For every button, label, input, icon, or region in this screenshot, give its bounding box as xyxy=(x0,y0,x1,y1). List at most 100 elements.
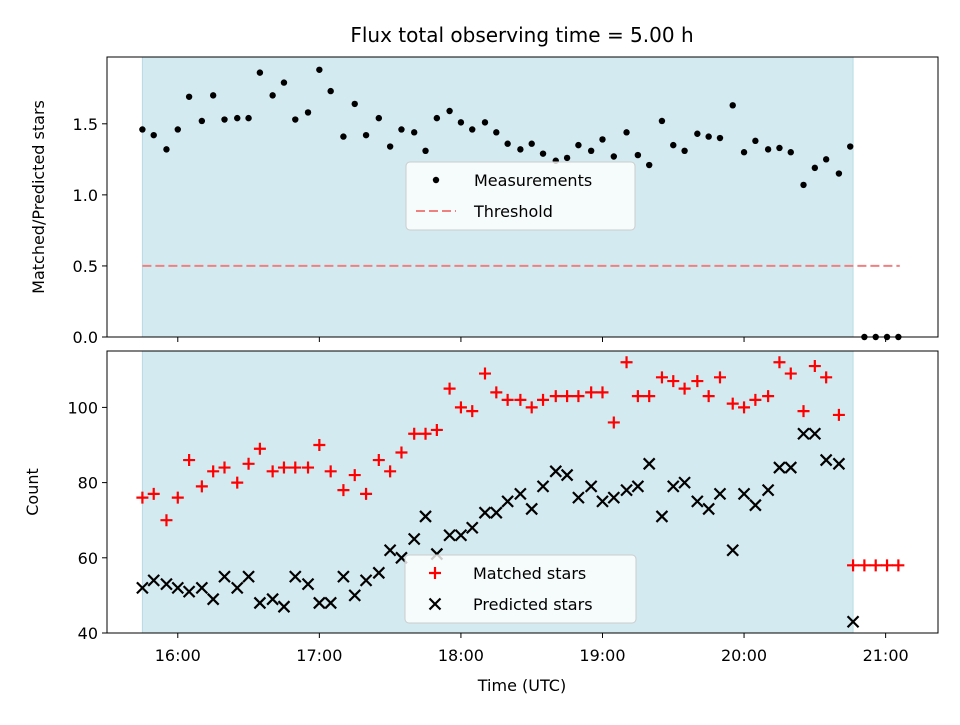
predicted-star-point xyxy=(501,495,514,508)
predicted-star-point xyxy=(584,480,598,493)
matched-star-point xyxy=(183,454,196,467)
measurement-point xyxy=(398,126,405,133)
matched-star-point xyxy=(372,454,385,467)
matched-star-point xyxy=(773,356,786,369)
matched-star-point xyxy=(537,393,550,406)
matched-star-point xyxy=(620,356,633,369)
measurement-point xyxy=(469,126,476,133)
predicted-star-point xyxy=(761,483,775,497)
y-tick-label: 100 xyxy=(67,398,98,417)
matched-star-point xyxy=(655,371,668,384)
measurement-point xyxy=(422,147,429,155)
predicted-star-point xyxy=(324,596,337,610)
matched-star-point xyxy=(289,461,302,474)
measurement-point xyxy=(481,119,489,126)
measurement-point xyxy=(269,92,276,99)
matched-star-point xyxy=(525,401,538,414)
ratio-legend: Measurements Threshold xyxy=(405,161,636,231)
matched-star-point xyxy=(337,484,350,497)
predicted-star-point xyxy=(691,495,704,508)
predicted-star-point xyxy=(808,427,822,440)
predicted-star-point xyxy=(726,544,740,557)
x-axis-label: Time (UTC) xyxy=(477,676,566,695)
matched-star-point xyxy=(762,390,775,403)
measurement-point xyxy=(504,140,511,147)
legend-label: Threshold xyxy=(473,202,553,221)
matched-star-point xyxy=(218,461,231,474)
measurement-point xyxy=(163,146,170,153)
measurement-point xyxy=(150,131,157,139)
measurement-point xyxy=(139,126,146,133)
y-tick-label: 1.0 xyxy=(73,186,98,205)
legend-label: Matched stars xyxy=(473,564,586,583)
measurement-point xyxy=(681,147,688,155)
matched-star-point xyxy=(302,461,315,474)
matched-star-point xyxy=(784,367,797,380)
measurement-point xyxy=(835,170,843,177)
matched-star-point xyxy=(749,393,762,406)
matched-star-point xyxy=(631,390,644,403)
predicted-star-point xyxy=(147,574,160,587)
matched-star-point xyxy=(490,386,503,399)
predicted-star-point xyxy=(218,570,231,583)
predicted-star-point xyxy=(832,457,846,471)
predicted-star-point xyxy=(620,483,633,497)
matched-star-point xyxy=(313,439,326,451)
predicted-star-point xyxy=(737,487,751,501)
predicted-star-point xyxy=(784,461,798,474)
measurement-point xyxy=(221,116,228,123)
measurement-point xyxy=(694,130,701,137)
y-tick-label: 1.5 xyxy=(73,115,98,134)
predicted-star-point xyxy=(443,528,456,542)
legend-handle-predicted xyxy=(428,597,442,611)
matched-star-point xyxy=(136,491,149,504)
predicted-star-point xyxy=(713,487,727,501)
matched-star-point xyxy=(847,559,860,572)
predicted-star-point xyxy=(666,480,680,493)
measurement-point xyxy=(446,107,453,115)
measurement-point xyxy=(327,87,334,95)
measurement-point xyxy=(304,109,312,116)
predicted-star-point xyxy=(277,600,291,613)
predicted-star-point xyxy=(846,615,860,628)
matched-star-point xyxy=(478,367,491,380)
matched-star-point xyxy=(360,487,373,500)
predicted-star-point xyxy=(289,570,302,583)
matched-star-point xyxy=(643,390,656,403)
legend-box xyxy=(405,161,636,231)
matched-star-point xyxy=(266,465,279,478)
measurement-point xyxy=(174,126,181,133)
matched-star-point xyxy=(514,393,527,406)
measurement-point xyxy=(340,133,347,140)
measurement-point xyxy=(752,137,759,145)
matched-star-point xyxy=(702,390,715,403)
predicted-star-point xyxy=(607,491,621,504)
x-tick-label: 16:00 xyxy=(155,646,201,665)
matched-star-point xyxy=(430,423,443,436)
predicted-star-point xyxy=(195,581,209,595)
matched-star-point xyxy=(678,382,691,395)
measurement-point xyxy=(811,164,819,172)
matched-star-point xyxy=(419,427,432,440)
predicted-star-point xyxy=(678,476,691,489)
measurement-point xyxy=(234,114,241,122)
y-tick-label: 0.5 xyxy=(73,257,98,276)
predicted-star-point xyxy=(596,495,609,508)
matched-star-point xyxy=(820,371,833,384)
matched-star-point xyxy=(253,442,266,455)
matched-star-point xyxy=(808,360,821,373)
predicted-star-point xyxy=(465,521,479,534)
predicted-star-point xyxy=(478,506,492,519)
matched-star-point xyxy=(738,401,751,414)
matched-star-point xyxy=(408,427,421,440)
predicted-star-point xyxy=(655,510,669,523)
measurement-point xyxy=(256,69,264,76)
predicted-star-point xyxy=(549,465,563,478)
count-legend: Matched stars Predicted stars xyxy=(404,554,637,624)
predicted-star-point xyxy=(797,427,810,440)
predicted-star-point xyxy=(372,566,386,580)
matched-star-point xyxy=(501,393,514,406)
predicted-star-point xyxy=(702,502,715,516)
chart-title: Flux total observing time = 5.00 h xyxy=(350,23,693,47)
matched-star-point xyxy=(242,457,255,470)
